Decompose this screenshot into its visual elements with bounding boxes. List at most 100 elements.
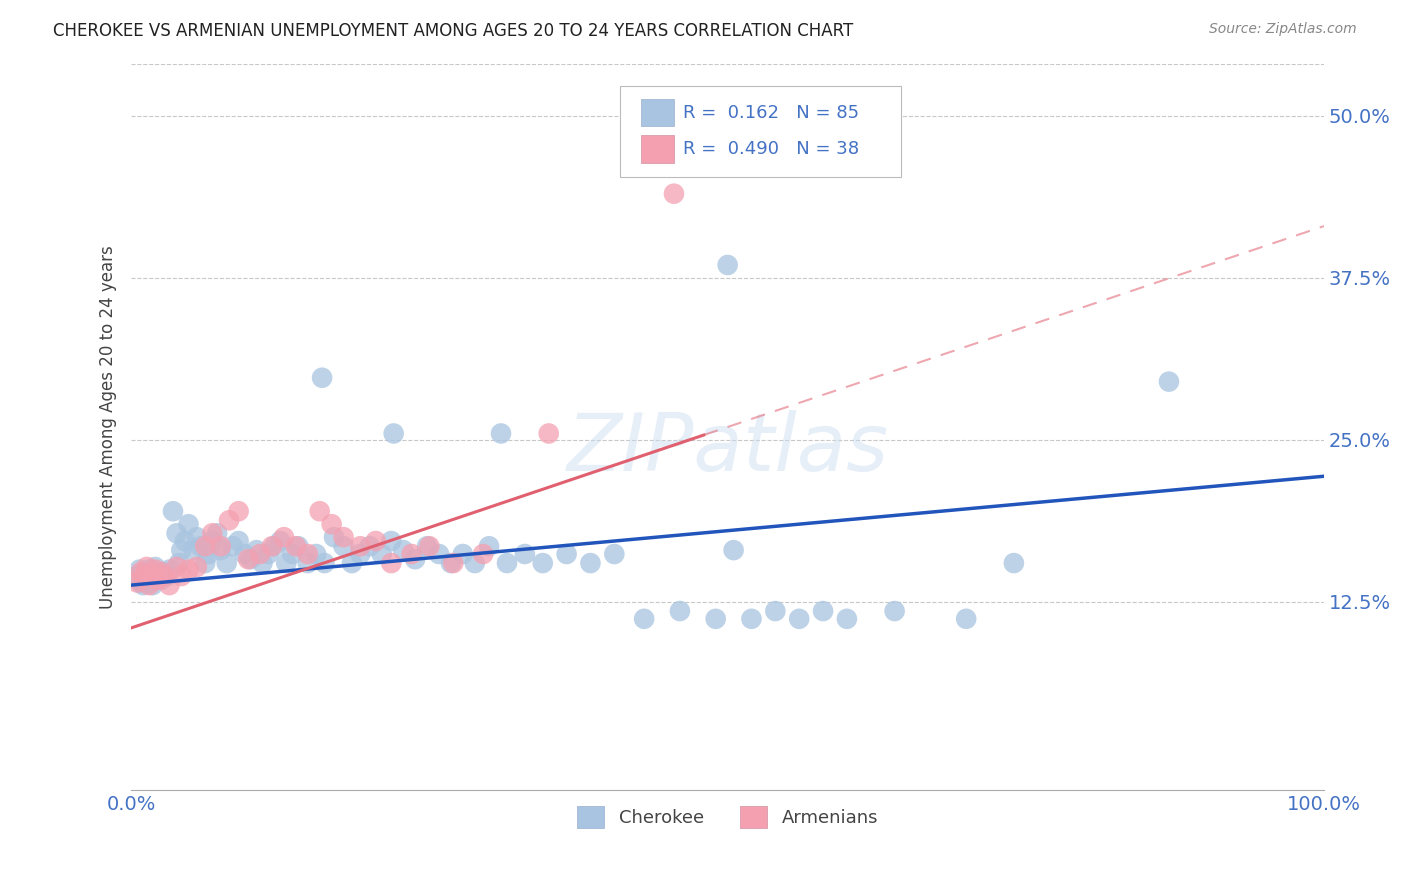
Point (440, 556, 463, 570)
Point (236, 552, 259, 566)
Bar (641, 136, 673, 162)
Y-axis label: Unemployment Among Ages 20 to 24 years: Unemployment Among Ages 20 to 24 years (100, 245, 117, 609)
Point (157, 563, 180, 577)
Point (314, 556, 336, 570)
Text: R =  0.490   N = 38: R = 0.490 N = 38 (683, 140, 859, 158)
Point (380, 556, 402, 570)
Point (181, 543, 204, 558)
Point (276, 556, 298, 570)
Point (143, 560, 166, 574)
Point (146, 569, 169, 583)
Point (170, 569, 193, 583)
Point (260, 539, 283, 553)
Point (215, 556, 238, 570)
Point (186, 530, 208, 544)
Point (416, 539, 439, 553)
Point (451, 547, 474, 561)
Point (441, 556, 464, 570)
Point (239, 552, 262, 566)
Point (308, 504, 330, 518)
Point (364, 534, 387, 549)
Point (167, 556, 190, 570)
Point (257, 547, 280, 561)
Point (249, 547, 271, 561)
Point (297, 556, 319, 570)
Point (382, 426, 405, 441)
Point (496, 556, 519, 570)
Point (273, 530, 295, 544)
Point (186, 560, 208, 574)
Point (955, 612, 977, 626)
Point (555, 547, 578, 561)
Point (129, 575, 152, 590)
Point (311, 370, 333, 384)
Point (603, 547, 626, 561)
Point (143, 563, 166, 577)
Point (537, 426, 560, 441)
Point (287, 539, 309, 553)
Point (380, 534, 402, 549)
Point (233, 547, 256, 561)
Point (197, 547, 219, 561)
Point (531, 556, 554, 570)
Point (132, 578, 155, 592)
Point (170, 543, 193, 558)
Point (129, 565, 152, 579)
Point (127, 569, 149, 583)
Point (138, 578, 160, 592)
Point (252, 556, 274, 570)
Point (323, 530, 346, 544)
Point (263, 539, 285, 553)
Point (221, 539, 243, 553)
Point (153, 565, 176, 579)
Point (281, 547, 304, 561)
Text: R =  0.162   N = 85: R = 0.162 N = 85 (683, 103, 859, 121)
Point (166, 560, 188, 574)
Point (153, 569, 176, 583)
Point (218, 513, 240, 527)
Text: Source: ZipAtlas.com: Source: ZipAtlas.com (1209, 22, 1357, 37)
FancyBboxPatch shape (620, 86, 901, 177)
Point (284, 539, 307, 553)
Point (135, 565, 157, 579)
Point (633, 612, 655, 626)
Point (201, 526, 224, 541)
Point (478, 539, 501, 553)
Point (150, 565, 173, 579)
Point (228, 504, 250, 518)
Point (132, 569, 155, 583)
Point (132, 569, 155, 583)
Point (669, 604, 692, 618)
Point (138, 563, 160, 577)
Point (190, 539, 212, 553)
Point (704, 612, 727, 626)
Point (340, 556, 363, 570)
Point (162, 504, 184, 518)
Text: ZIPatlas: ZIPatlas (567, 409, 889, 488)
Point (135, 573, 157, 587)
Point (579, 556, 602, 570)
Point (717, 258, 740, 272)
Point (177, 563, 200, 577)
Point (401, 547, 423, 561)
Point (332, 530, 354, 544)
Point (883, 604, 905, 618)
Point (332, 539, 354, 553)
Point (166, 526, 188, 541)
Point (128, 563, 150, 577)
Point (404, 552, 426, 566)
Point (787, 612, 810, 626)
Point (127, 575, 149, 590)
Point (418, 539, 440, 553)
Point (269, 534, 291, 549)
Point (228, 534, 250, 549)
Point (150, 573, 173, 587)
Point (359, 539, 381, 553)
Point (297, 547, 319, 561)
Point (349, 539, 371, 553)
Point (464, 556, 486, 570)
Point (205, 526, 228, 541)
Point (427, 547, 450, 561)
Point (513, 547, 536, 561)
Point (321, 517, 343, 532)
